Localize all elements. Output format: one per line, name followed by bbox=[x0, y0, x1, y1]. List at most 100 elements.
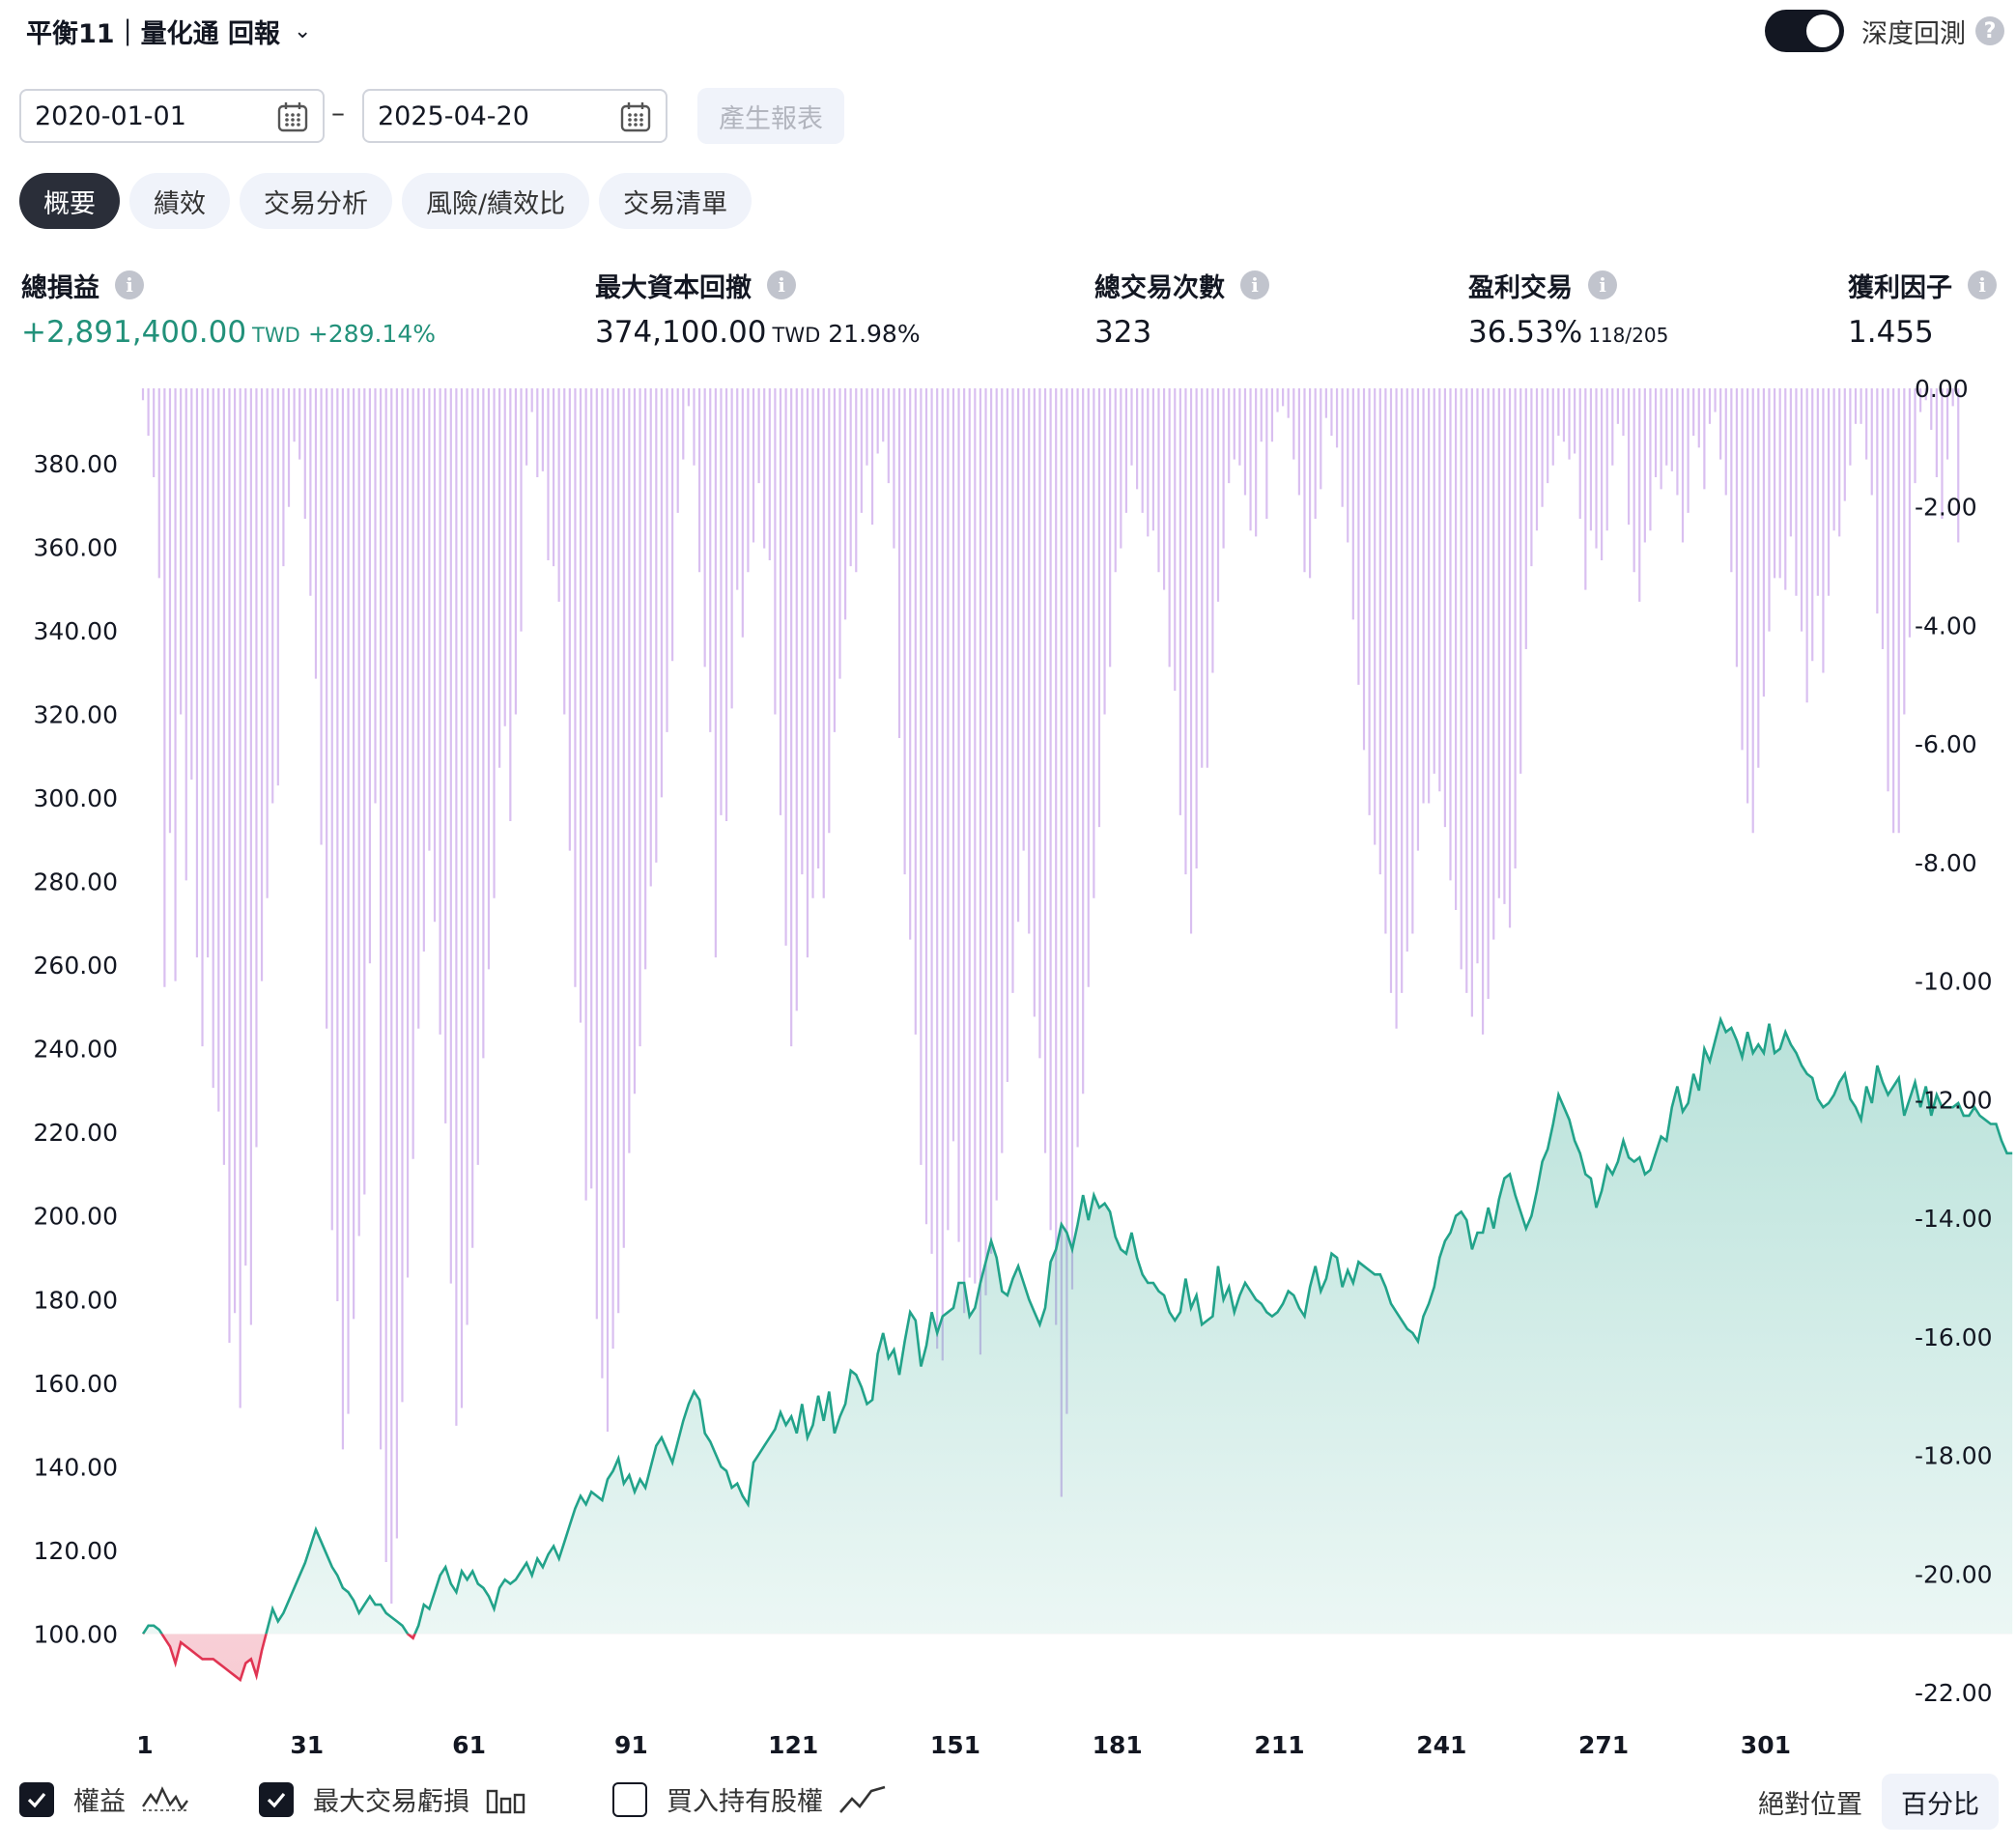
deep-backtest-label: 深度回測 bbox=[1861, 18, 1966, 49]
stat-currency: TWD bbox=[772, 324, 821, 347]
x-tick-label: 61 bbox=[452, 1731, 486, 1759]
info-icon[interactable]: i bbox=[1240, 270, 1269, 299]
y2-tick-label: -10.00 bbox=[1915, 968, 1993, 996]
y2-tick-label: -12.00 bbox=[1915, 1086, 1993, 1114]
chevron-down-icon[interactable]: ⌄ bbox=[293, 18, 312, 43]
stat-win-rate: 盈利交易 i 36.53% 118/205 bbox=[1468, 263, 1668, 350]
checkbox-checked-icon[interactable] bbox=[259, 1781, 294, 1817]
equity-drawdown-chart[interactable]: 380.00 360.00 340.00 320.00 300.00 280.00 260.… bbox=[0, 377, 2016, 1768]
stat-label: 盈利交易 bbox=[1468, 272, 1573, 303]
calendar-icon[interactable] bbox=[619, 100, 652, 133]
stat-currency: TWD bbox=[252, 324, 300, 347]
equity-line bbox=[141, 1015, 2013, 1635]
end-date-field[interactable]: 2025-04-20 bbox=[362, 89, 667, 143]
tab-performance[interactable]: 績效 bbox=[129, 173, 230, 229]
stat-value: 36.53% bbox=[1468, 315, 1583, 350]
mode-percent-button[interactable]: 百分比 bbox=[1882, 1774, 1999, 1830]
y2-tick-label: -4.00 bbox=[1915, 611, 1977, 640]
tab-risk-ratio[interactable]: 風險/績效比 bbox=[402, 173, 590, 229]
stat-value: +2,891,400.00 bbox=[21, 315, 247, 350]
stat-value: 374,100.00 bbox=[595, 315, 767, 350]
generate-report-button[interactable]: 產生報表 bbox=[697, 88, 844, 144]
info-icon[interactable]: i bbox=[115, 270, 144, 299]
x-tick-label: 151 bbox=[930, 1731, 980, 1759]
stat-detail: 118/205 bbox=[1588, 324, 1669, 347]
y-tick-label: 380.00 bbox=[34, 450, 118, 478]
report-title[interactable]: 平衡11｜量化通 回報 ⌄ bbox=[26, 8, 311, 54]
tab-trade-list[interactable]: 交易清單 bbox=[599, 173, 752, 229]
y2-tick-label: -2.00 bbox=[1915, 494, 1977, 522]
stat-max-drawdown: 最大資本回撤 i 374,100.00 TWD 21.98% bbox=[595, 263, 921, 350]
y-tick-label: 360.00 bbox=[34, 533, 118, 561]
y2-tick-label: -6.00 bbox=[1915, 730, 1977, 758]
info-icon[interactable]: i bbox=[1968, 270, 1997, 299]
stat-value: 323 bbox=[1094, 315, 1152, 350]
y-tick-label: 140.00 bbox=[34, 1453, 118, 1481]
y-tick-label: 120.00 bbox=[34, 1537, 118, 1565]
right-axis: 0.00 -2.00 -4.00 -6.00 -8.00 -10.00 -12.00 -14.… bbox=[1915, 377, 1993, 1707]
equity-loss-area bbox=[161, 1634, 415, 1680]
y2-tick-label: -8.00 bbox=[1915, 849, 1977, 877]
stat-percent: 21.98% bbox=[828, 320, 921, 348]
legend-max-trade-loss[interactable]: 最大交易虧損 bbox=[259, 1780, 527, 1818]
y-tick-label: 340.00 bbox=[34, 617, 118, 645]
legend-equity[interactable]: 權益 bbox=[19, 1780, 189, 1818]
y-tick-label: 220.00 bbox=[34, 1119, 118, 1147]
equity-line-icon bbox=[142, 1785, 188, 1811]
y2-tick-label: -22.00 bbox=[1915, 1679, 1993, 1707]
start-date-value: 2020-01-01 bbox=[35, 100, 186, 131]
legend-label: 買入持有股權 bbox=[667, 1787, 823, 1817]
legend-label: 最大交易虧損 bbox=[313, 1787, 469, 1817]
display-mode-switch: 絕對位置 百分比 bbox=[1739, 1774, 1999, 1830]
deep-backtest-toggle[interactable] bbox=[1765, 10, 1844, 52]
start-date-field[interactable]: 2020-01-01 bbox=[19, 89, 325, 143]
report-title-text: 平衡11｜量化通 回報 bbox=[26, 18, 280, 49]
tab-trade-analysis[interactable]: 交易分析 bbox=[240, 173, 392, 229]
x-tick-label: 241 bbox=[1416, 1731, 1466, 1759]
y2-tick-label: -16.00 bbox=[1915, 1323, 1993, 1351]
y-tick-label: 260.00 bbox=[34, 952, 118, 980]
x-tick-label: 1 bbox=[136, 1731, 153, 1759]
legend-buy-hold[interactable]: 買入持有股權 bbox=[612, 1780, 887, 1818]
mode-absolute-button[interactable]: 絕對位置 bbox=[1758, 1789, 1862, 1820]
tab-overview[interactable]: 概要 bbox=[19, 173, 120, 229]
help-icon[interactable]: ? bbox=[1975, 16, 2004, 45]
stat-profit-factor: 獲利因子 i 1.455 bbox=[1848, 263, 1997, 350]
y2-tick-label: -14.00 bbox=[1915, 1205, 1993, 1233]
y-tick-label: 240.00 bbox=[34, 1036, 118, 1064]
stat-label: 總交易次數 bbox=[1094, 272, 1225, 303]
y-tick-label: 280.00 bbox=[34, 868, 118, 896]
bar-chart-icon bbox=[486, 1789, 525, 1813]
line-chart-icon bbox=[839, 1785, 886, 1813]
end-date-value: 2025-04-20 bbox=[378, 100, 529, 131]
x-tick-label: 301 bbox=[1741, 1731, 1791, 1759]
y-tick-label: 160.00 bbox=[34, 1370, 118, 1398]
x-tick-label: 91 bbox=[614, 1731, 648, 1759]
y2-tick-label: 0.00 bbox=[1915, 377, 1969, 403]
info-icon[interactable]: i bbox=[767, 270, 796, 299]
stat-value: 1.455 bbox=[1848, 315, 1934, 350]
stat-label: 最大資本回撤 bbox=[595, 272, 752, 303]
x-axis: 1 31 61 91 121 151 181 211 241 271 301 bbox=[136, 1731, 1791, 1759]
x-tick-label: 31 bbox=[290, 1731, 324, 1759]
info-icon[interactable]: i bbox=[1588, 270, 1617, 299]
calendar-icon[interactable] bbox=[276, 100, 309, 133]
stat-label: 總損益 bbox=[21, 272, 99, 303]
left-axis: 380.00 360.00 340.00 320.00 300.00 280.00 260.… bbox=[34, 450, 118, 1649]
checkbox-checked-icon[interactable] bbox=[19, 1781, 54, 1817]
stat-net-profit: 總損益 i +2,891,400.00 TWD +289.14% bbox=[21, 263, 436, 350]
toggle-knob bbox=[1806, 14, 1839, 47]
y-tick-label: 100.00 bbox=[34, 1620, 118, 1648]
checkbox-unchecked-icon[interactable] bbox=[612, 1781, 647, 1817]
y-tick-label: 180.00 bbox=[34, 1286, 118, 1314]
y2-tick-label: -20.00 bbox=[1915, 1560, 1993, 1588]
y2-tick-label: -18.00 bbox=[1915, 1442, 1993, 1470]
stat-label: 獲利因子 bbox=[1848, 272, 1952, 303]
date-separator: – bbox=[331, 97, 345, 128]
stat-percent: +289.14% bbox=[307, 320, 436, 348]
legend-label: 權益 bbox=[73, 1787, 126, 1817]
x-tick-label: 181 bbox=[1093, 1731, 1143, 1759]
x-tick-label: 121 bbox=[768, 1731, 818, 1759]
equity-area bbox=[143, 1019, 2013, 1635]
deep-backtest-control: 深度回測 ? bbox=[1765, 8, 2016, 54]
